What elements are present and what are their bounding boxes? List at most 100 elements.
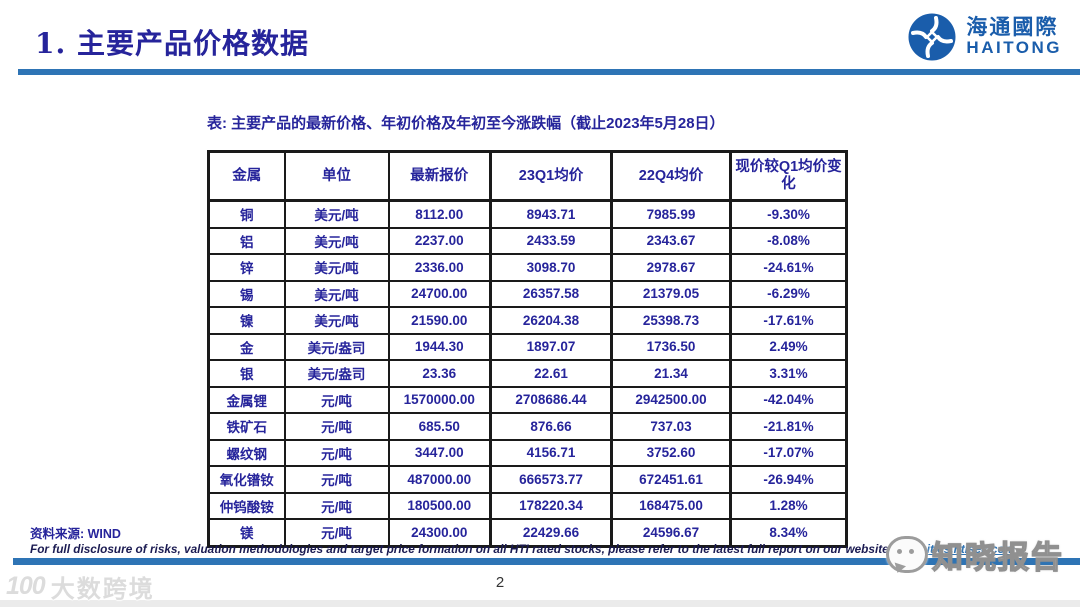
table-cell: 2942500.00 bbox=[610, 385, 732, 414]
haitong-logo: 海通國際 HAITONG bbox=[907, 12, 1062, 62]
table-row: 金属锂 元/吨 1570000.00 2708686.44 2942500.00 -42.… bbox=[207, 385, 848, 414]
table-row: 锌美元/吨 2336.00 3098.70 2978.67 -24.61% bbox=[207, 253, 848, 282]
table-cell: -6.29% bbox=[729, 279, 848, 308]
table-cell: 737.03 bbox=[610, 412, 732, 441]
table-cell: -42.04% bbox=[729, 385, 848, 414]
table-row: 金美元/盎司 1944.30 1897.07 1736.50 2.49% bbox=[207, 332, 848, 361]
haitong-logo-icon bbox=[908, 13, 956, 61]
table-cell: 24596.67 bbox=[610, 518, 732, 547]
table-cell: 美元/吨 bbox=[283, 253, 390, 282]
table-cell: 2433.59 bbox=[489, 226, 613, 255]
table-cell: 7985.99 bbox=[610, 199, 732, 229]
table-cell: 金属锂 bbox=[207, 385, 286, 414]
table-cell: 21.34 bbox=[610, 359, 732, 388]
table-cell: -8.08% bbox=[729, 226, 848, 255]
table-cell: 168475.00 bbox=[610, 491, 732, 520]
table-header-row: 金属 单位 最新报价 23Q1均价 22Q4均价 现价较Q1均价变化 bbox=[207, 150, 848, 202]
table-cell: 2343.67 bbox=[610, 226, 732, 255]
table-cell: 21379.05 bbox=[610, 279, 732, 308]
table-row: 铁矿石 元/吨 685.50 876.66 737.03 -21.81% bbox=[207, 412, 848, 441]
table-cell: 8112.00 bbox=[387, 199, 492, 229]
table-cell: 锡 bbox=[207, 279, 286, 308]
table-cell: 487000.00 bbox=[387, 465, 492, 494]
column-header: 23Q1均价 bbox=[489, 150, 613, 202]
table-cell: 180500.00 bbox=[387, 491, 492, 520]
page-number: 2 bbox=[495, 574, 505, 591]
watermark-bottom-right: 知晓报告 bbox=[886, 532, 1064, 577]
table-cell: 元/吨 bbox=[283, 465, 390, 494]
table-cell: 1.28% bbox=[729, 491, 848, 520]
table-cell: 金 bbox=[207, 332, 286, 361]
table-cell: 美元/盎司 bbox=[283, 359, 390, 388]
table-cell: 8943.71 bbox=[489, 199, 613, 229]
column-header: 22Q4均价 bbox=[610, 150, 732, 202]
logo-name-en: HAITONG bbox=[966, 38, 1062, 58]
table-cell: 3447.00 bbox=[387, 438, 492, 467]
logo-name-cn: 海通國際 bbox=[966, 16, 1059, 40]
table-row: 螺纹钢 元/吨 3447.00 4156.71 3752.60 -17.07% bbox=[207, 438, 848, 467]
table-cell: 666573.77 bbox=[489, 465, 613, 494]
table-cell: 21590.00 bbox=[387, 306, 492, 335]
table-cell: 2237.00 bbox=[387, 226, 492, 255]
dashu-logo-icon: 100 bbox=[6, 572, 46, 600]
table-row: 镁元/吨 24300.00 22429.66 24596.67 8.34% bbox=[207, 518, 848, 547]
table-cell: 2.49% bbox=[729, 332, 848, 361]
table-cell: 镍 bbox=[207, 306, 286, 335]
table-row: 银美元/盎司 23.36 22.61 21.34 3.31% bbox=[207, 359, 848, 388]
table-cell: 26357.58 bbox=[489, 279, 613, 308]
table-cell: 镁 bbox=[207, 518, 286, 547]
column-header: 单位 bbox=[283, 150, 390, 202]
table-cell: 美元/吨 bbox=[283, 306, 390, 335]
table-row: 铜美元/吨 8112.00 8943.71 7985.99 -9.30% bbox=[207, 199, 848, 229]
table-cell: 铜 bbox=[207, 199, 286, 229]
table-cell: -9.30% bbox=[729, 199, 848, 229]
source-note: 资料来源: WIND bbox=[30, 527, 121, 541]
table-cell: 元/吨 bbox=[283, 438, 390, 467]
table-cell: 24300.00 bbox=[387, 518, 492, 547]
table-cell: 22.61 bbox=[489, 359, 613, 388]
table-cell: 178220.34 bbox=[489, 491, 613, 520]
table-cell: -24.61% bbox=[729, 253, 848, 282]
watermark-bottom-left: 100 大数跨境 bbox=[6, 569, 155, 604]
footer-disclaimer: For full disclosure of risks, valuation … bbox=[30, 542, 1015, 556]
table-cell: 氧化镨钕 bbox=[207, 465, 286, 494]
table-cell: 22429.66 bbox=[489, 518, 613, 547]
table-cell: 3.31% bbox=[729, 359, 848, 388]
table-cell: 1736.50 bbox=[610, 332, 732, 361]
table-cell: 元/吨 bbox=[283, 385, 390, 414]
page-title: 1. 主要产品价格数据 bbox=[35, 27, 309, 60]
table-cell: 3098.70 bbox=[489, 253, 613, 282]
table-row: 氧化镨钕 元/吨 487000.00 666573.77 672451.61 -26.94… bbox=[207, 465, 848, 494]
table-cell: 元/吨 bbox=[283, 491, 390, 520]
table-cell: 美元/盎司 bbox=[283, 332, 390, 361]
table-row: 仲钨酸铵 元/吨 180500.00 178220.34 168475.00 1.28% bbox=[207, 491, 848, 520]
column-header: 金属 bbox=[207, 150, 286, 202]
table-cell: 8.34% bbox=[729, 518, 848, 547]
table-cell: 元/吨 bbox=[283, 518, 390, 547]
table-cell: -26.94% bbox=[729, 465, 848, 494]
table-cell: -17.61% bbox=[729, 306, 848, 335]
table-cell: 锌 bbox=[207, 253, 286, 282]
table-cell: 4156.71 bbox=[489, 438, 613, 467]
header-divider bbox=[18, 69, 1080, 75]
table-cell: 2336.00 bbox=[387, 253, 492, 282]
table-caption: 表: 主要产品的最新价格、年初价格及年初至今涨跌幅（截止2023年5月28日） bbox=[207, 115, 725, 132]
table-cell: 3752.60 bbox=[610, 438, 732, 467]
table-cell: 美元/吨 bbox=[283, 199, 390, 229]
table-cell: 螺纹钢 bbox=[207, 438, 286, 467]
table-cell: 美元/吨 bbox=[283, 279, 390, 308]
table-cell: 铁矿石 bbox=[207, 412, 286, 441]
chat-bubble-icon bbox=[886, 536, 928, 573]
table-cell: -21.81% bbox=[729, 412, 848, 441]
table-cell: 元/吨 bbox=[283, 412, 390, 441]
table-cell: 23.36 bbox=[387, 359, 492, 388]
table-cell: 铝 bbox=[207, 226, 286, 255]
footer-divider bbox=[13, 558, 1080, 565]
price-table-body: 铜美元/吨 8112.00 8943.71 7985.99 -9.30% 铝美元/吨 223… bbox=[207, 199, 848, 547]
table-cell: 876.66 bbox=[489, 412, 613, 441]
footer-disclaimer-text: For full disclosure of risks, valuation … bbox=[30, 542, 903, 556]
column-header: 最新报价 bbox=[387, 150, 492, 202]
table-cell: 2978.67 bbox=[610, 253, 732, 282]
table-cell: 24700.00 bbox=[387, 279, 492, 308]
footer-link: equities.htisec.com bbox=[905, 542, 1016, 556]
